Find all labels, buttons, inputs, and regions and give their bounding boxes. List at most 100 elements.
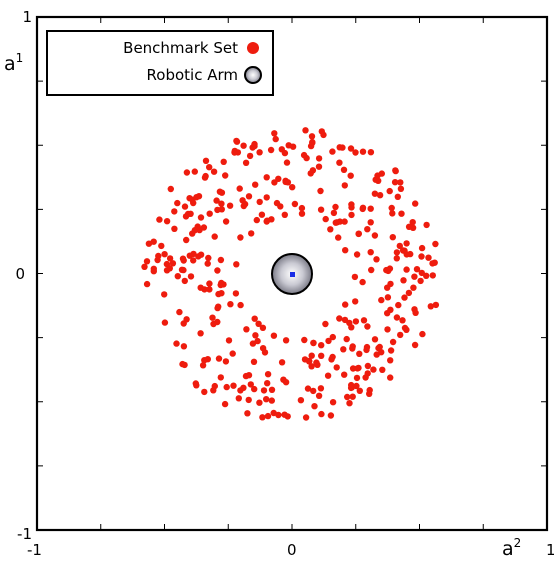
benchmark-point — [376, 343, 383, 351]
benchmark-point — [329, 353, 336, 361]
benchmark-point — [310, 387, 317, 395]
benchmark-point — [251, 385, 258, 393]
benchmark-point — [367, 219, 374, 226]
benchmark-point — [359, 204, 367, 211]
benchmark-point — [150, 238, 157, 245]
benchmark-point — [218, 200, 225, 207]
benchmark-point — [347, 172, 354, 179]
benchmark-point — [181, 277, 188, 285]
benchmark-point — [349, 393, 356, 400]
benchmark-point — [264, 380, 271, 387]
benchmark-point — [339, 144, 346, 151]
benchmark-point — [190, 199, 197, 207]
x-axis-label: a2 — [502, 536, 521, 560]
x-tick-center: 0 — [287, 541, 297, 559]
benchmark-point — [141, 263, 148, 270]
benchmark-point — [263, 194, 270, 201]
benchmark-point — [336, 159, 343, 166]
benchmark-point — [277, 203, 284, 210]
benchmark-point — [236, 185, 243, 192]
benchmark-point — [180, 257, 187, 264]
benchmark-point — [183, 169, 191, 176]
benchmark-point — [237, 301, 244, 309]
benchmark-point — [389, 338, 397, 346]
benchmark-point — [397, 185, 405, 192]
benchmark-point — [401, 294, 408, 301]
benchmark-point — [411, 341, 419, 349]
benchmark-point — [364, 362, 372, 370]
benchmark-point — [398, 210, 405, 217]
benchmark-point — [215, 303, 222, 310]
benchmark-point — [351, 273, 359, 281]
benchmark-point — [206, 210, 213, 217]
benchmark-point — [237, 387, 244, 394]
benchmark-point — [419, 330, 426, 338]
benchmark-points — [141, 127, 440, 421]
benchmark-point — [197, 251, 205, 258]
benchmark-point — [264, 412, 272, 420]
benchmark-point — [397, 179, 404, 186]
benchmark-point — [308, 133, 316, 140]
benchmark-point — [180, 343, 188, 350]
benchmark-point — [396, 242, 403, 250]
benchmark-point — [240, 142, 247, 149]
benchmark-point — [325, 337, 332, 345]
benchmark-point — [180, 266, 187, 274]
benchmark-point — [413, 266, 421, 273]
benchmark-point — [399, 317, 406, 324]
benchmark-point — [215, 290, 222, 298]
benchmark-point — [356, 387, 363, 394]
benchmark-point — [206, 164, 213, 171]
benchmark-point — [298, 210, 306, 217]
benchmark-point — [411, 273, 418, 280]
benchmark-point — [341, 218, 348, 225]
benchmark-point — [190, 257, 197, 264]
benchmark-point — [359, 148, 367, 155]
benchmark-point — [202, 157, 210, 164]
benchmark-point — [411, 306, 418, 313]
benchmark-point — [336, 315, 343, 322]
benchmark-point — [427, 303, 434, 310]
benchmark-point — [327, 412, 335, 419]
benchmark-point — [271, 130, 278, 137]
x-tick-left: -1 — [27, 541, 42, 559]
benchmark-point — [237, 234, 244, 241]
benchmark-point — [418, 269, 425, 277]
benchmark-point — [190, 250, 197, 258]
benchmark-point — [201, 174, 209, 181]
benchmark-point — [412, 200, 419, 207]
benchmark-point — [209, 314, 216, 321]
benchmark-point — [352, 298, 359, 305]
benchmark-point — [218, 279, 225, 287]
benchmark-point — [397, 331, 404, 339]
benchmark-point — [214, 267, 221, 274]
benchmark-point — [205, 254, 212, 262]
benchmark-point — [206, 280, 213, 287]
benchmark-point — [304, 385, 312, 392]
benchmark-point — [387, 357, 394, 364]
benchmark-point — [356, 350, 363, 357]
benchmark-point — [384, 326, 391, 333]
benchmark-point — [308, 363, 315, 370]
benchmark-point — [256, 198, 263, 206]
benchmark-point — [432, 240, 439, 248]
benchmark-point — [200, 224, 208, 231]
benchmark-point — [318, 128, 325, 135]
axis-ticks — [37, 17, 547, 530]
benchmark-point — [251, 315, 258, 322]
benchmark-point — [220, 158, 227, 165]
benchmark-point — [255, 320, 262, 327]
benchmark-point — [217, 256, 225, 264]
benchmark-point — [317, 206, 325, 213]
benchmark-point — [210, 168, 218, 175]
benchmark-point — [399, 247, 407, 254]
benchmark-point — [394, 193, 401, 200]
benchmark-point — [283, 159, 291, 166]
benchmark-point — [310, 339, 317, 347]
benchmark-point — [307, 170, 314, 177]
benchmark-point — [364, 323, 371, 330]
benchmark-point — [387, 347, 395, 354]
benchmark-point — [191, 168, 198, 175]
benchmark-point — [189, 230, 196, 237]
benchmark-point — [222, 218, 230, 225]
